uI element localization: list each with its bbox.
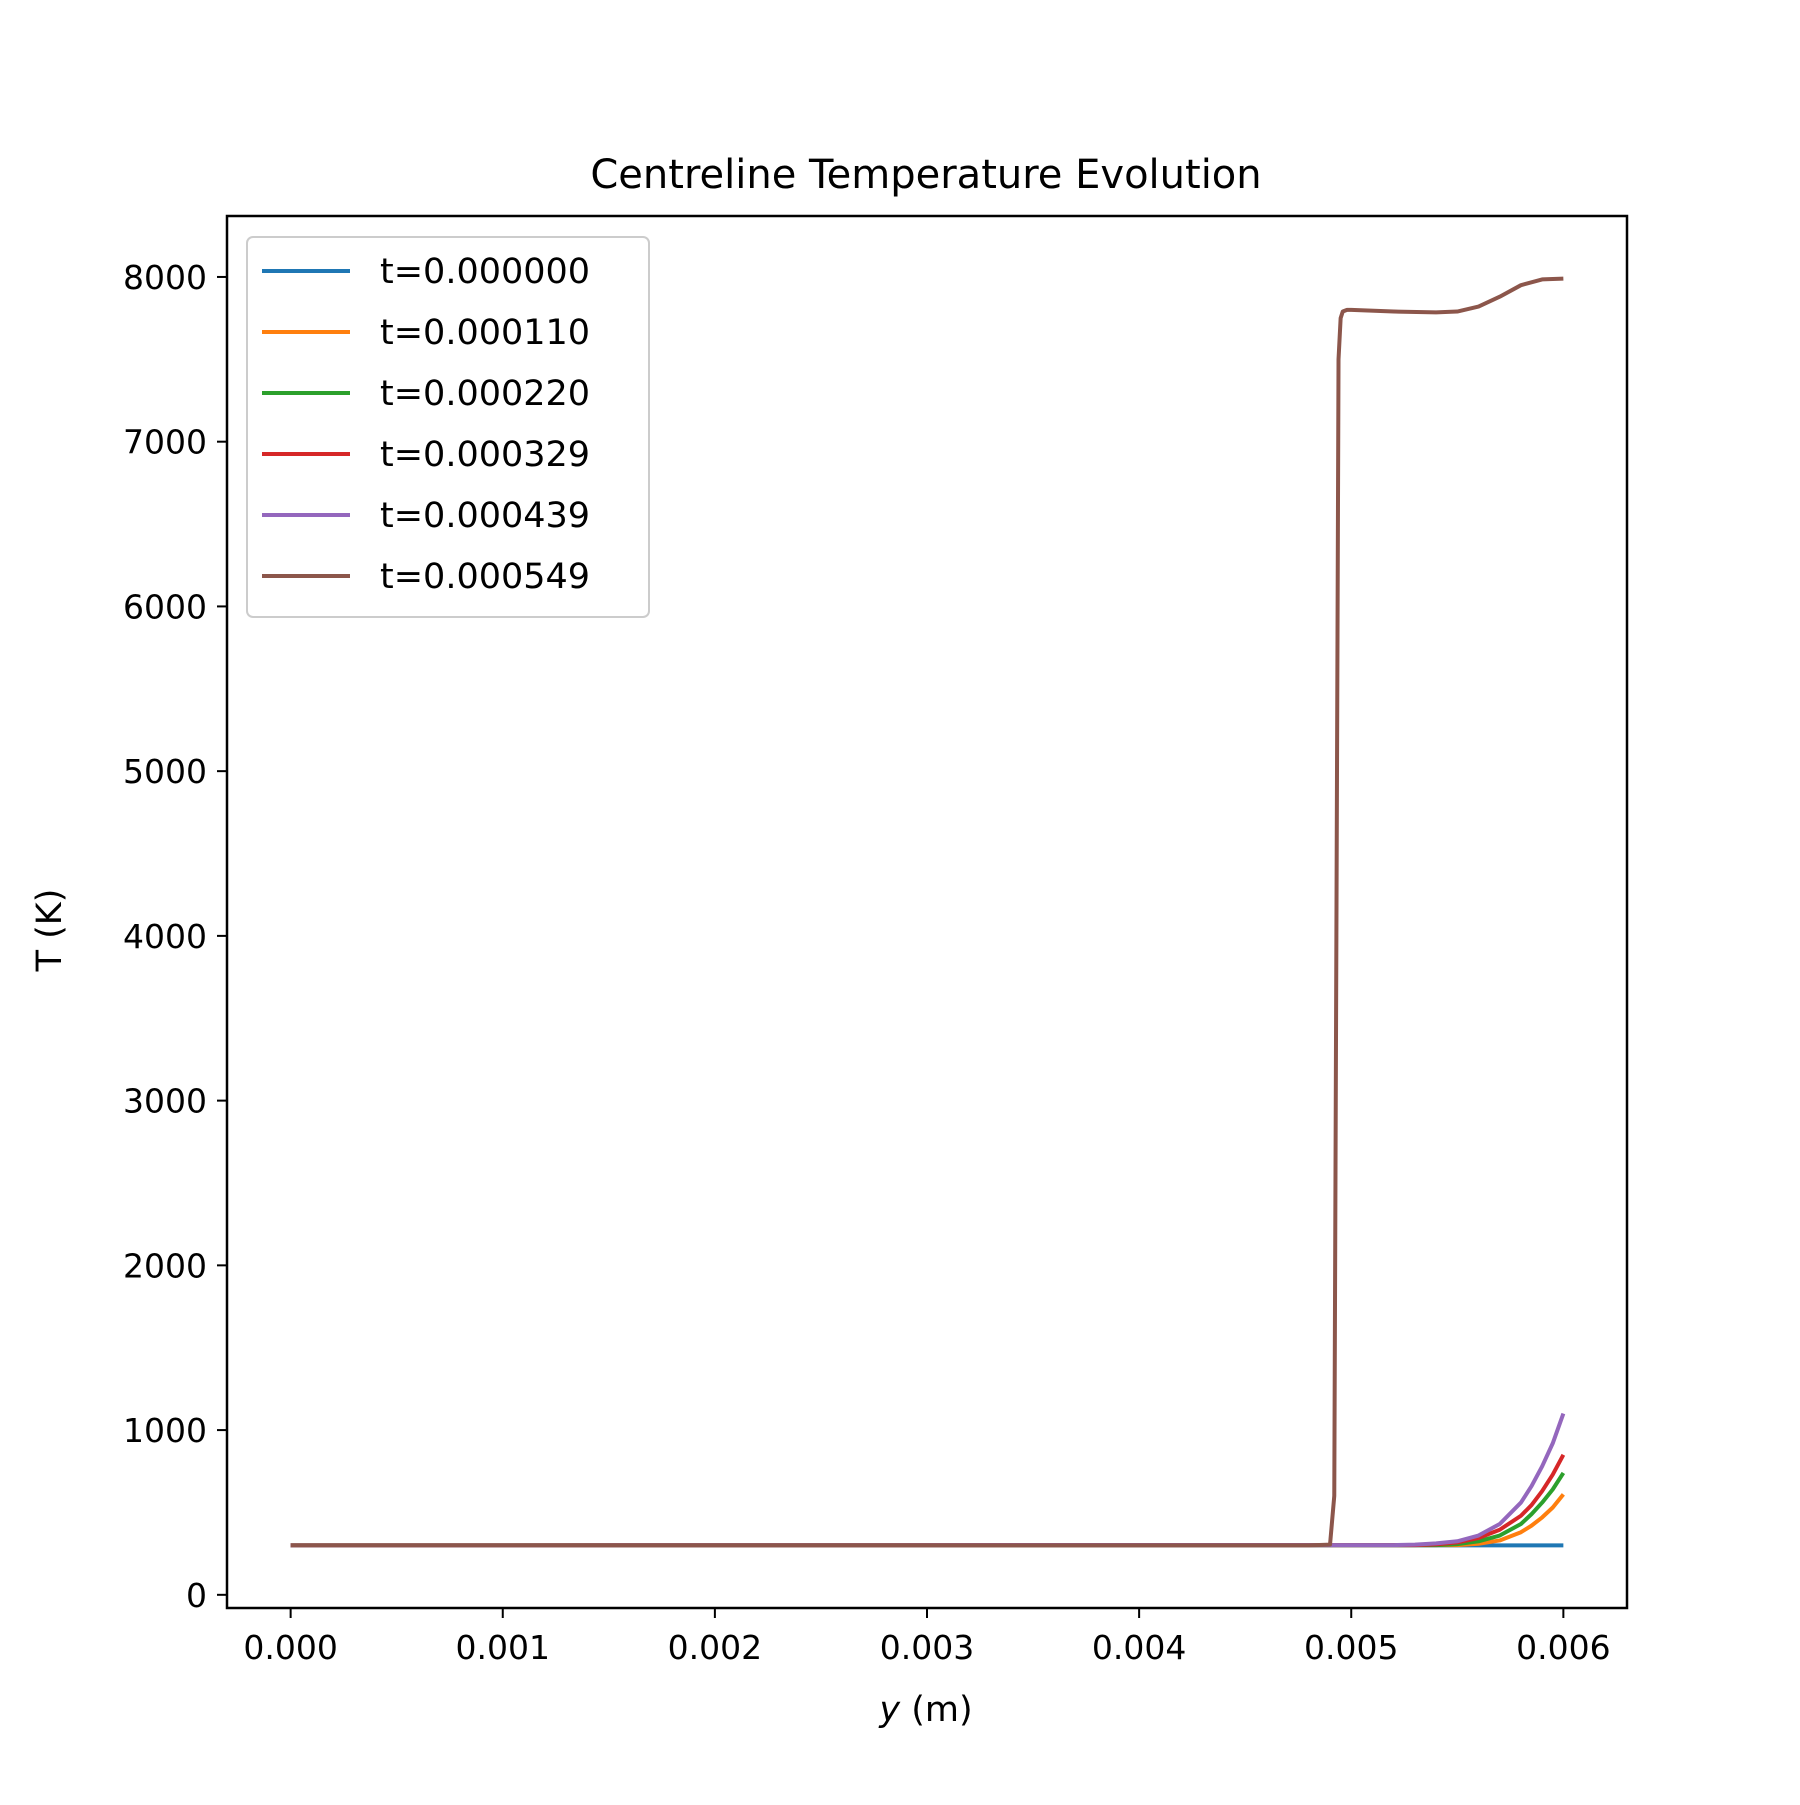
x-axis-label: y (m): [878, 1690, 972, 1730]
y-tick-label: 8000: [123, 258, 207, 297]
series-line-5: [290, 276, 1564, 1548]
legend-label: t=0.000000: [380, 252, 590, 292]
legend-label: t=0.000549: [380, 557, 590, 597]
legend-label: t=0.000110: [380, 313, 590, 353]
series-line-4: [290, 1412, 1566, 1548]
y-tick-label: 5000: [123, 752, 207, 791]
x-axis-label-variable: y: [878, 1690, 901, 1730]
y-axis-label: T (K): [30, 889, 70, 973]
y-tick-label: 0: [186, 1576, 207, 1615]
chart-title: Centreline Temperature Evolution: [590, 152, 1261, 198]
x-tick-label: 0.002: [668, 1628, 762, 1667]
axes-frame: [225, 214, 1629, 1610]
x-tick-label: 0.006: [1516, 1628, 1610, 1667]
legend-label: t=0.000220: [380, 374, 590, 414]
legend: t=0.000000 t=0.000110 t=0.000220 t=0.000329…: [246, 236, 650, 618]
x-axis-ticks: 0.000 0.001 0.002 0.003 0.004 0.005 0.006: [243, 1608, 1611, 1667]
x-tick-label: 0.004: [1092, 1628, 1186, 1667]
y-tick-label: 4000: [123, 917, 207, 956]
y-tick-label: 2000: [123, 1246, 207, 1285]
y-tick-label: 6000: [123, 587, 207, 626]
y-axis-ticks: 0 1000 2000 3000 4000 5000 6000 7000 8000: [123, 258, 227, 1615]
x-axis-label-unit: (m): [900, 1690, 973, 1730]
x-tick-label: 0.000: [243, 1628, 337, 1667]
y-tick-label: 3000: [123, 1082, 207, 1121]
x-tick-label: 0.003: [880, 1628, 974, 1667]
legend-label: t=0.000439: [380, 496, 590, 536]
plot-area: [290, 276, 1566, 1548]
legend-label: t=0.000329: [380, 435, 590, 475]
y-tick-label: 7000: [123, 423, 207, 462]
y-tick-label: 1000: [123, 1411, 207, 1450]
x-tick-label: 0.001: [456, 1628, 550, 1667]
x-tick-label: 0.005: [1304, 1628, 1398, 1667]
